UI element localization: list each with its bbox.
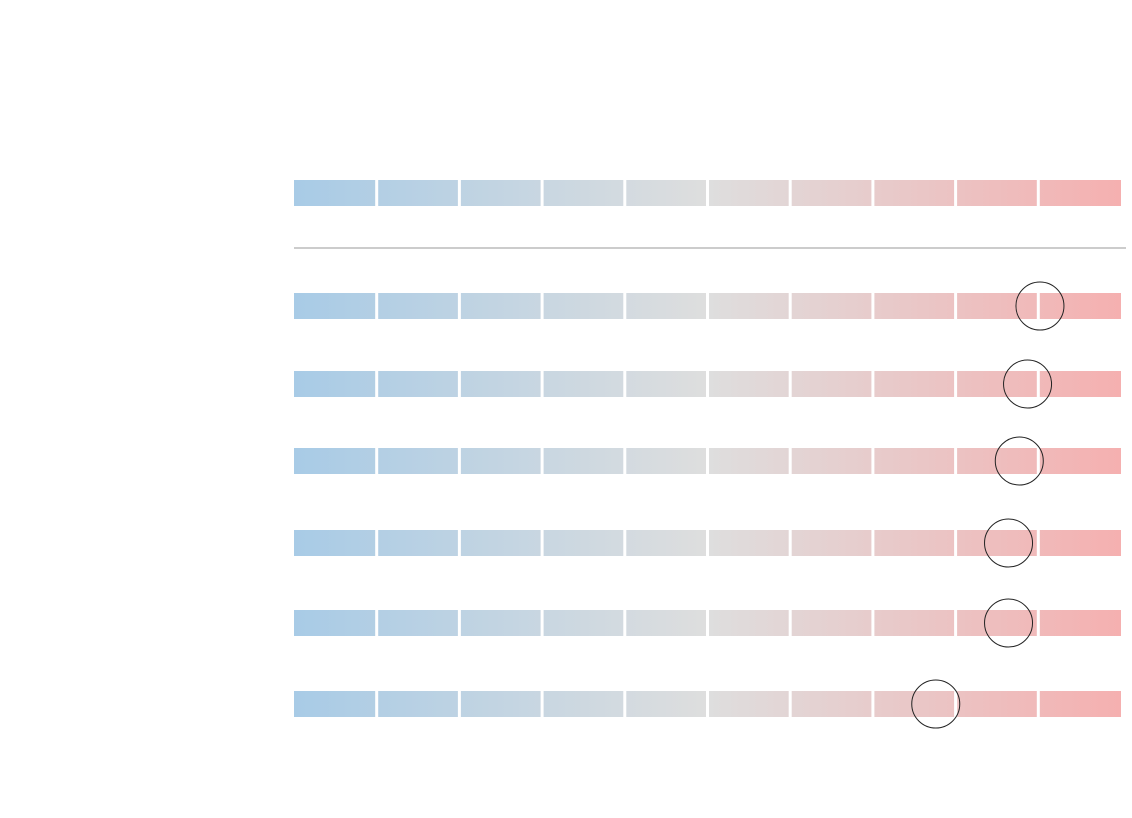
scale-segment	[543, 293, 624, 319]
scale-segment	[294, 448, 376, 474]
scale-segment	[460, 530, 541, 556]
scale-segment	[791, 293, 872, 319]
scale-segment	[626, 530, 706, 556]
scale-segment	[957, 371, 1037, 397]
scale-segment	[709, 530, 789, 556]
scale-segment	[874, 371, 955, 397]
scale-segment	[460, 371, 541, 397]
value-markers	[911, 281, 1065, 729]
scale-segment	[791, 530, 872, 556]
scale-segment	[874, 610, 955, 636]
scale-segment	[626, 371, 706, 397]
scale-segment	[957, 530, 1037, 556]
scale-segment	[1039, 448, 1121, 474]
scale-segment	[378, 530, 458, 556]
scale-segment	[626, 180, 706, 206]
scale-segment	[626, 610, 706, 636]
scale-segment	[543, 530, 624, 556]
value-marker-circle	[984, 518, 1034, 568]
scale-segment	[709, 448, 789, 474]
scale-segment	[791, 180, 872, 206]
scale-segment	[874, 691, 955, 717]
scale-segment	[378, 448, 458, 474]
scale-segment	[460, 293, 541, 319]
scale-segment	[460, 610, 541, 636]
scale-segment	[378, 691, 458, 717]
scale-segment	[957, 293, 1037, 319]
scale-segment	[543, 180, 624, 206]
scale-segment	[294, 691, 376, 717]
scale-segment	[791, 610, 872, 636]
scale-segment	[709, 691, 789, 717]
scale-segment	[460, 448, 541, 474]
scale-segment	[460, 691, 541, 717]
scale-bar-row	[294, 371, 1121, 397]
scale-segment	[1039, 610, 1121, 636]
scale-segment	[1039, 371, 1121, 397]
scale-segment	[709, 371, 789, 397]
value-marker-circle	[1003, 359, 1053, 409]
scale-segment	[378, 371, 458, 397]
scale-segment	[709, 180, 789, 206]
scale-segment	[874, 530, 955, 556]
scale-segment	[1039, 530, 1121, 556]
scale-segment	[709, 610, 789, 636]
scale-segment	[294, 371, 376, 397]
scale-segment	[874, 180, 955, 206]
scale-segment	[791, 691, 872, 717]
value-marker-circle	[1015, 281, 1065, 331]
scale-segment	[874, 448, 955, 474]
value-marker-circle	[994, 436, 1044, 486]
value-marker-circle	[984, 598, 1034, 648]
scale-segment	[543, 448, 624, 474]
scale-segment	[791, 371, 872, 397]
scale-segment	[626, 691, 706, 717]
scale-segment	[1039, 293, 1121, 319]
scale-segment	[543, 371, 624, 397]
scale-segment	[294, 530, 376, 556]
scale-segment	[791, 448, 872, 474]
scale-segment	[957, 180, 1037, 206]
scale-segment	[874, 293, 955, 319]
scale-segment	[957, 610, 1037, 636]
scale-segment	[294, 610, 376, 636]
scale-segment	[543, 691, 624, 717]
scale-segment	[626, 293, 706, 319]
scale-segment	[626, 448, 706, 474]
scale-rows	[294, 180, 1121, 717]
scale-bar-row	[294, 691, 1121, 717]
scale-segment	[1039, 180, 1121, 206]
scale-bar-row	[294, 293, 1121, 319]
scale-segment	[957, 691, 1037, 717]
scale-segment	[1039, 691, 1121, 717]
scale-segment	[294, 180, 376, 206]
scale-bar-row	[294, 530, 1121, 556]
scale-bar-row	[294, 610, 1121, 636]
scale-segment	[378, 293, 458, 319]
scale-segment	[709, 293, 789, 319]
scale-segment	[543, 610, 624, 636]
scale-segment	[378, 610, 458, 636]
scale-segment	[460, 180, 541, 206]
scale-segment	[294, 293, 376, 319]
value-marker-circle	[911, 679, 961, 729]
header-scale-bar	[294, 180, 1121, 206]
scale-segment	[378, 180, 458, 206]
